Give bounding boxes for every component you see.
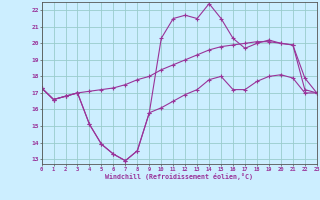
X-axis label: Windchill (Refroidissement éolien,°C): Windchill (Refroidissement éolien,°C)	[105, 173, 253, 180]
